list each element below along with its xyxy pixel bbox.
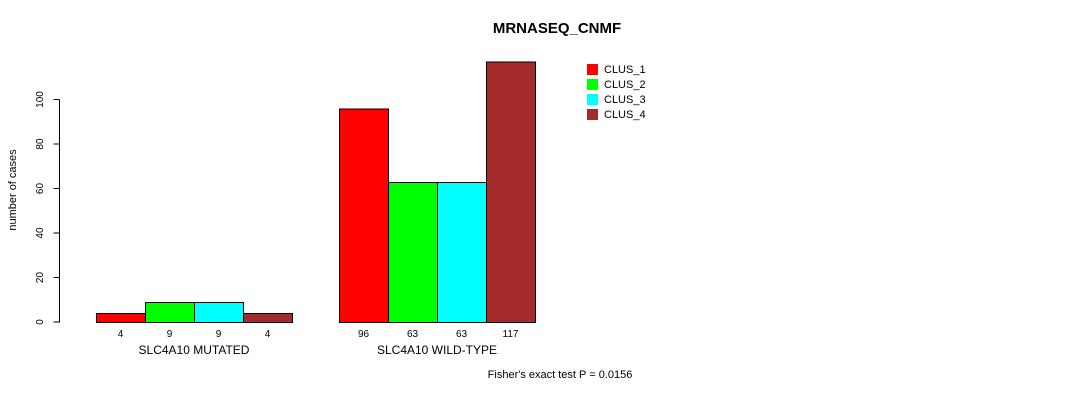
bar-value-label: 117 (503, 329, 519, 340)
legend-swatch (587, 64, 598, 75)
legend-row: CLUS_1 (587, 62, 646, 77)
legend-row: CLUS_2 (587, 77, 646, 92)
y-tick-label: 40 (35, 227, 46, 239)
y-tick-label: 20 (35, 272, 46, 284)
legend-label: CLUS_4 (604, 108, 646, 121)
chart-title: MRNASEQ_CNMF (492, 20, 622, 37)
bar (339, 108, 389, 324)
y-tick-label: 60 (35, 183, 46, 195)
bar-value-label: 96 (358, 329, 370, 340)
group-label: SLC4A10 WILD-TYPE (377, 343, 497, 357)
bar-value-label: 9 (216, 329, 222, 340)
bar-value-label: 4 (118, 329, 124, 340)
legend-row: CLUS_3 (587, 92, 646, 107)
bar (388, 181, 438, 323)
bar (486, 61, 536, 324)
legend-swatch (587, 94, 598, 105)
legend-label: CLUS_3 (604, 93, 646, 106)
bar (437, 181, 487, 323)
legend-row: CLUS_4 (587, 107, 646, 122)
bar-value-label: 63 (456, 329, 468, 340)
bar (96, 313, 146, 324)
legend-swatch (587, 109, 598, 120)
bar (194, 301, 244, 324)
legend-label: CLUS_1 (604, 63, 646, 76)
bar (243, 313, 293, 324)
y-tick-label: 80 (35, 138, 46, 150)
legend-label: CLUS_2 (604, 78, 646, 91)
bar-value-label: 9 (167, 329, 173, 340)
y-tick-label: 100 (35, 91, 46, 108)
fisher-test-annotation: Fisher's exact test P = 0.0156 (487, 369, 633, 381)
y-tick-label: 0 (35, 319, 46, 325)
group-label: SLC4A10 MUTATED (139, 343, 250, 357)
legend: CLUS_1 CLUS_2 CLUS_3 CLUS_4 (587, 62, 646, 122)
bar-value-label: 4 (265, 329, 271, 340)
bar-value-label: 63 (407, 329, 419, 340)
legend-swatch (587, 79, 598, 90)
bar (145, 301, 195, 324)
